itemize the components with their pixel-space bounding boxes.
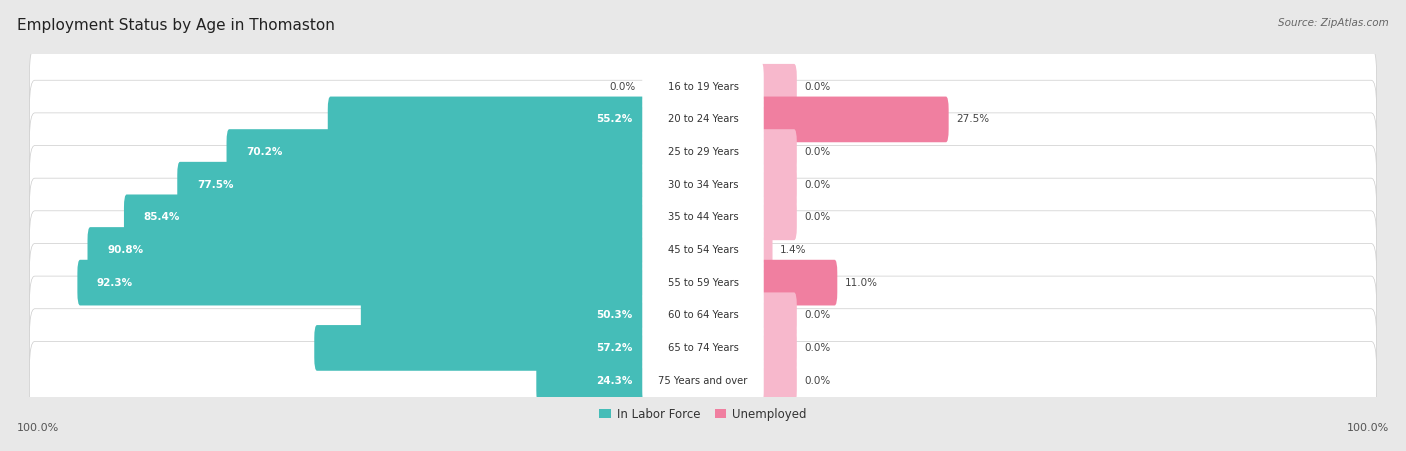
Text: Source: ZipAtlas.com: Source: ZipAtlas.com	[1278, 18, 1389, 28]
FancyBboxPatch shape	[643, 322, 763, 374]
Text: 0.0%: 0.0%	[804, 212, 831, 222]
FancyBboxPatch shape	[30, 178, 1376, 257]
Text: 45 to 54 Years: 45 to 54 Years	[668, 245, 738, 255]
Text: 65 to 74 Years: 65 to 74 Years	[668, 343, 738, 353]
FancyBboxPatch shape	[30, 341, 1376, 420]
Legend: In Labor Force, Unemployed: In Labor Force, Unemployed	[595, 403, 811, 425]
FancyBboxPatch shape	[758, 227, 772, 273]
Text: 100.0%: 100.0%	[1347, 423, 1389, 433]
FancyBboxPatch shape	[758, 97, 949, 142]
Text: 90.8%: 90.8%	[107, 245, 143, 255]
Text: 85.4%: 85.4%	[143, 212, 180, 222]
Text: 1.4%: 1.4%	[780, 245, 807, 255]
Text: 25 to 29 Years: 25 to 29 Years	[668, 147, 738, 157]
FancyBboxPatch shape	[361, 292, 648, 338]
FancyBboxPatch shape	[30, 309, 1376, 387]
FancyBboxPatch shape	[643, 289, 763, 341]
FancyBboxPatch shape	[328, 97, 648, 142]
FancyBboxPatch shape	[643, 354, 763, 407]
FancyBboxPatch shape	[536, 358, 648, 403]
Text: 70.2%: 70.2%	[246, 147, 283, 157]
Text: 0.0%: 0.0%	[804, 376, 831, 386]
FancyBboxPatch shape	[758, 325, 797, 371]
Text: 35 to 44 Years: 35 to 44 Years	[668, 212, 738, 222]
Text: 24.3%: 24.3%	[596, 376, 633, 386]
Text: 100.0%: 100.0%	[17, 423, 59, 433]
Text: Employment Status by Age in Thomaston: Employment Status by Age in Thomaston	[17, 18, 335, 33]
FancyBboxPatch shape	[758, 292, 797, 338]
FancyBboxPatch shape	[758, 358, 797, 403]
FancyBboxPatch shape	[30, 276, 1376, 354]
Text: 0.0%: 0.0%	[804, 147, 831, 157]
FancyBboxPatch shape	[758, 129, 797, 175]
Text: 16 to 19 Years: 16 to 19 Years	[668, 82, 738, 92]
FancyBboxPatch shape	[177, 162, 648, 207]
Text: 77.5%: 77.5%	[197, 179, 233, 190]
FancyBboxPatch shape	[30, 48, 1376, 126]
FancyBboxPatch shape	[30, 113, 1376, 191]
FancyBboxPatch shape	[758, 64, 797, 110]
FancyBboxPatch shape	[124, 194, 648, 240]
Text: 0.0%: 0.0%	[609, 82, 636, 92]
FancyBboxPatch shape	[77, 260, 648, 305]
Text: 55.2%: 55.2%	[596, 115, 633, 124]
FancyBboxPatch shape	[643, 159, 763, 211]
FancyBboxPatch shape	[30, 146, 1376, 224]
Text: 75 Years and over: 75 Years and over	[658, 376, 748, 386]
Text: 27.5%: 27.5%	[956, 115, 990, 124]
Text: 55 to 59 Years: 55 to 59 Years	[668, 278, 738, 288]
FancyBboxPatch shape	[758, 162, 797, 207]
FancyBboxPatch shape	[643, 224, 763, 276]
FancyBboxPatch shape	[87, 227, 648, 273]
FancyBboxPatch shape	[643, 93, 763, 146]
Text: 30 to 34 Years: 30 to 34 Years	[668, 179, 738, 190]
FancyBboxPatch shape	[758, 260, 838, 305]
FancyBboxPatch shape	[226, 129, 648, 175]
Text: 57.2%: 57.2%	[596, 343, 633, 353]
FancyBboxPatch shape	[643, 126, 763, 178]
Text: 50.3%: 50.3%	[596, 310, 633, 320]
FancyBboxPatch shape	[643, 60, 763, 113]
FancyBboxPatch shape	[643, 191, 763, 244]
FancyBboxPatch shape	[30, 244, 1376, 322]
FancyBboxPatch shape	[30, 211, 1376, 289]
Text: 60 to 64 Years: 60 to 64 Years	[668, 310, 738, 320]
FancyBboxPatch shape	[315, 325, 648, 371]
Text: 0.0%: 0.0%	[804, 310, 831, 320]
Text: 92.3%: 92.3%	[97, 278, 134, 288]
Text: 20 to 24 Years: 20 to 24 Years	[668, 115, 738, 124]
Text: 0.0%: 0.0%	[804, 343, 831, 353]
FancyBboxPatch shape	[758, 194, 797, 240]
Text: 0.0%: 0.0%	[804, 179, 831, 190]
FancyBboxPatch shape	[643, 257, 763, 309]
Text: 0.0%: 0.0%	[804, 82, 831, 92]
Text: 11.0%: 11.0%	[845, 278, 877, 288]
FancyBboxPatch shape	[30, 80, 1376, 159]
